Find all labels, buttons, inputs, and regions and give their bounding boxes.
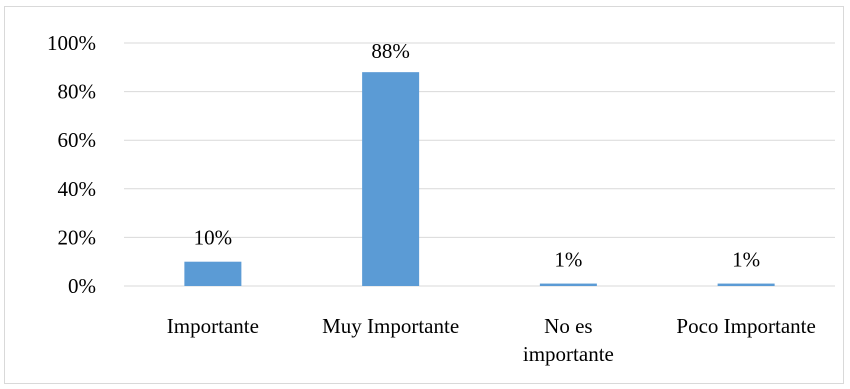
bar <box>539 283 597 286</box>
chart-frame <box>4 6 844 384</box>
data-label: 1% <box>554 248 582 272</box>
data-label: 88% <box>371 39 410 63</box>
bar <box>362 72 420 286</box>
bar <box>184 261 242 286</box>
category-label: Poco Importante <box>676 314 815 338</box>
y-tick-label: 60% <box>58 128 97 152</box>
category-label: Muy Importante <box>322 314 459 338</box>
y-tick-label: 20% <box>58 225 97 249</box>
category-label: No es <box>544 314 592 338</box>
y-tick-label: 80% <box>58 80 97 104</box>
data-label: 10% <box>194 226 233 250</box>
y-tick-label: 40% <box>58 177 97 201</box>
y-tick-label: 0% <box>68 274 96 298</box>
bar <box>717 283 775 286</box>
data-label: 1% <box>732 248 760 272</box>
category-label: Importante <box>167 314 259 338</box>
category-label: importante <box>523 342 614 366</box>
y-tick-label: 100% <box>47 31 96 55</box>
